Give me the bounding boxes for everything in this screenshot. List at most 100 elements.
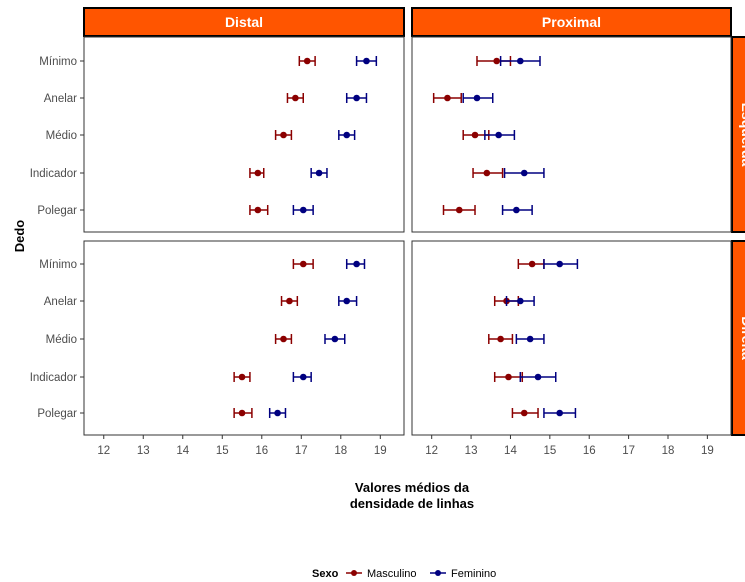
- y-tick-label: Médio: [46, 130, 77, 142]
- mean-point: [520, 409, 528, 417]
- mean-point: [528, 260, 536, 268]
- mean-point: [254, 169, 262, 177]
- mean-point: [299, 373, 307, 381]
- legend-key-masculino: [346, 570, 362, 576]
- errorbar-feminino: [345, 259, 366, 269]
- y-axis-title: Dedo: [12, 220, 27, 253]
- errorbar-masculino: [274, 130, 293, 140]
- panel-distal-direita: [83, 240, 405, 436]
- facet-strip-proximal: [411, 7, 732, 37]
- mean-point: [274, 409, 281, 417]
- facet-strip-label: Esquerda: [739, 103, 745, 167]
- mean-point: [556, 409, 563, 417]
- y-tick-label: Polegar: [37, 408, 77, 420]
- errorbar-masculino: [511, 408, 539, 418]
- errorbar-feminino: [543, 259, 579, 269]
- x-tick-label: 16: [255, 445, 268, 457]
- errorbar-masculino: [233, 372, 251, 382]
- x-tick-label: 14: [176, 445, 189, 457]
- errorbar-feminino: [543, 408, 577, 418]
- mean-point: [517, 297, 524, 305]
- errorbar-feminino: [310, 168, 328, 178]
- errorbar-masculino: [432, 93, 462, 103]
- errorbar-masculino: [517, 259, 545, 269]
- x-tick-label: 12: [425, 445, 438, 457]
- facet-strip-esquerda: [731, 36, 745, 233]
- panel-proximal-esquerda: [411, 36, 732, 233]
- x-tick-label: 18: [334, 445, 347, 457]
- mean-point: [556, 260, 563, 268]
- facet-strip-direita: [731, 240, 745, 436]
- errorbar-masculino: [249, 168, 265, 178]
- mean-point: [238, 373, 246, 381]
- facet-strip-label: Distal: [225, 14, 263, 30]
- mean-point: [254, 206, 262, 214]
- mean-point: [495, 131, 502, 139]
- x-axis-title: densidade de linhas: [350, 496, 474, 511]
- x-tick-label: 17: [622, 445, 635, 457]
- errorbar-feminino: [503, 168, 545, 178]
- x-tick-label: 14: [504, 445, 517, 457]
- x-tick-label: 13: [465, 445, 478, 457]
- errorbar-feminino: [355, 56, 378, 66]
- errorbar-feminino: [292, 372, 312, 382]
- errorbar-masculino: [472, 168, 504, 178]
- x-tick-label: 15: [543, 445, 556, 457]
- x-tick-label: 15: [216, 445, 229, 457]
- legend-key-feminino: [430, 570, 446, 576]
- legend-key-point: [351, 570, 357, 576]
- mean-point: [497, 335, 504, 343]
- y-tick-label: Anelar: [44, 296, 77, 308]
- y-tick-label: Polegar: [37, 205, 77, 217]
- panel-proximal-direita: [411, 240, 732, 436]
- mean-point: [303, 57, 311, 65]
- x-tick-label: 17: [295, 445, 308, 457]
- mean-point: [299, 260, 307, 268]
- errorbar-masculino: [249, 205, 269, 215]
- mean-point: [455, 206, 463, 214]
- errorbar-masculino: [488, 334, 514, 344]
- mean-point: [299, 206, 307, 214]
- errorbar-masculino: [233, 408, 253, 418]
- facet-strip-label: Direita: [739, 316, 745, 360]
- mean-point: [517, 57, 524, 65]
- mean-point: [331, 335, 339, 343]
- mean-point: [343, 297, 351, 305]
- errorbar-feminino: [505, 296, 535, 306]
- y-tick-label: Mínimo: [39, 56, 77, 68]
- x-tick-label: 12: [97, 445, 110, 457]
- mean-point: [315, 169, 323, 177]
- mean-point: [471, 131, 479, 139]
- mean-point: [505, 373, 512, 381]
- errorbar-masculino: [286, 93, 305, 103]
- errorbar-masculino: [298, 56, 316, 66]
- x-tick-label: 13: [137, 445, 150, 457]
- x-tick-label: 19: [374, 445, 387, 457]
- x-tick-label: 19: [701, 445, 714, 457]
- errorbar-feminino: [484, 130, 516, 140]
- facet-strip-distal: [83, 7, 405, 37]
- errorbar-feminino: [515, 334, 545, 344]
- mean-point: [286, 297, 293, 305]
- errorbar-masculino: [274, 334, 293, 344]
- mean-point: [280, 131, 287, 139]
- errorbar-feminino: [519, 372, 557, 382]
- errorbar-feminino: [462, 93, 494, 103]
- errorbar-feminino: [338, 130, 356, 140]
- mean-point: [363, 57, 370, 65]
- errorbar-feminino: [268, 408, 287, 418]
- y-tick-label: Indicador: [30, 372, 77, 384]
- errorbar-feminino: [292, 205, 314, 215]
- mean-point: [353, 260, 360, 268]
- panel-distal-esquerda: [83, 36, 405, 233]
- errorbar-feminino: [345, 93, 368, 103]
- x-axis-title: Valores médios da: [355, 480, 470, 495]
- mean-point: [483, 169, 491, 177]
- mean-point: [238, 409, 246, 417]
- legend-key-point: [435, 570, 441, 576]
- errorbar-masculino: [292, 259, 314, 269]
- mean-point: [513, 206, 520, 214]
- mean-point: [343, 131, 351, 139]
- errorbar-feminino: [324, 334, 346, 344]
